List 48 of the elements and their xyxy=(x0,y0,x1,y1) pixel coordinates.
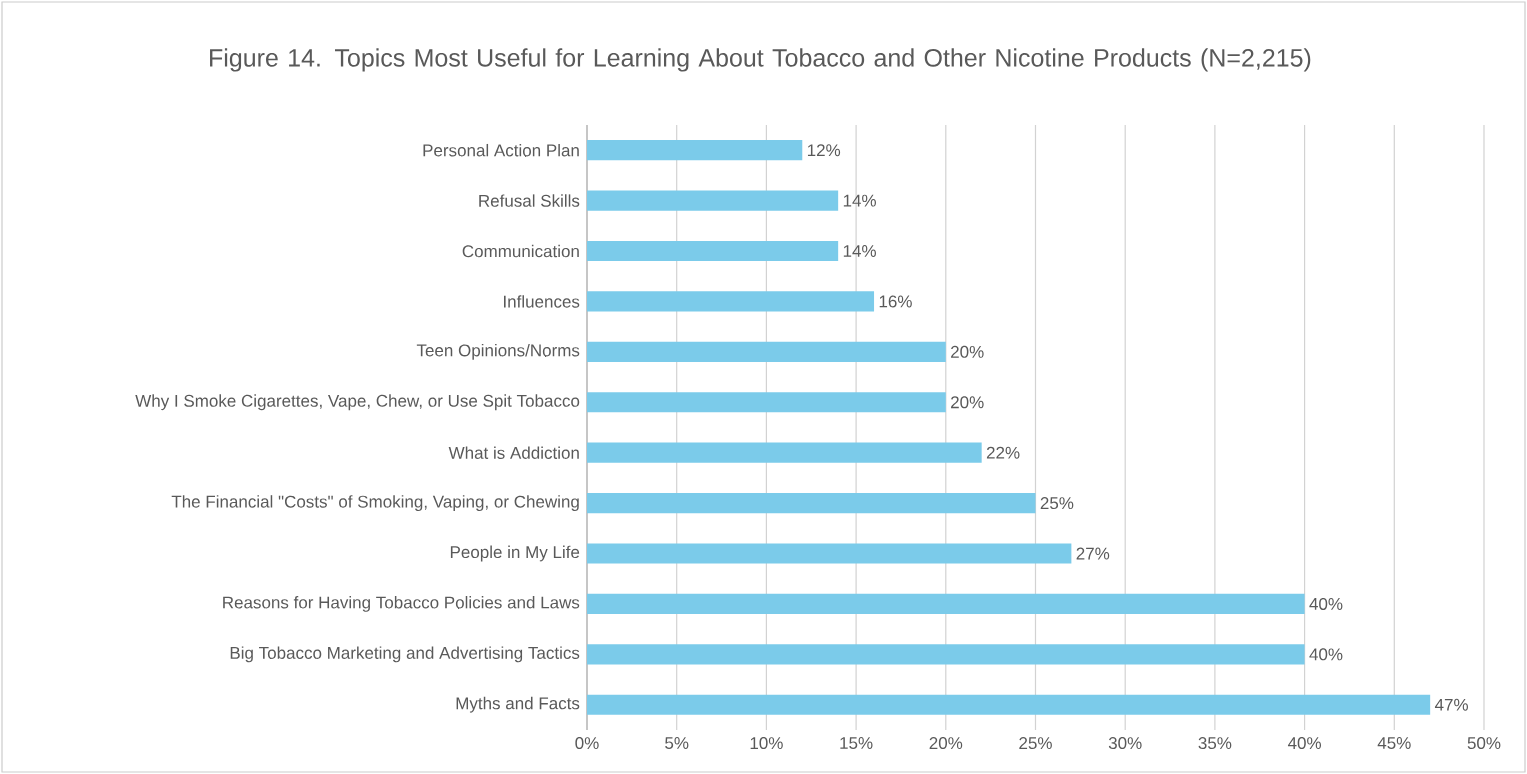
x-tick-label: 45% xyxy=(1377,737,1411,749)
data-label: 40% xyxy=(1309,597,1343,610)
y-tick-label: Refusal Skills xyxy=(479,194,580,207)
x-tick-label: 5% xyxy=(665,737,689,749)
x-tick-label: 10% xyxy=(750,737,783,750)
data-label: 25% xyxy=(1040,497,1074,510)
bar xyxy=(587,240,839,262)
bar xyxy=(587,140,803,161)
data-label: 14% xyxy=(843,194,876,207)
y-tick-label: What is Addiction xyxy=(448,446,579,459)
y-tick-label: Why I Smoke Cigarettes, Vape, Chew, or Use Spit Tobacco xyxy=(135,394,580,411)
data-label: 20% xyxy=(951,396,984,409)
data-label: 14% xyxy=(843,245,876,257)
data-label: 20% xyxy=(951,345,984,358)
x-tick-label: 35% xyxy=(1198,737,1232,750)
bar xyxy=(587,392,946,413)
y-tick-label: Myths and Facts xyxy=(456,696,580,713)
bar xyxy=(587,442,982,463)
bar xyxy=(587,493,1036,514)
bar xyxy=(587,593,1305,615)
x-tick-label: 40% xyxy=(1287,737,1322,750)
bar xyxy=(587,190,839,211)
bar xyxy=(587,341,946,362)
bar xyxy=(587,291,875,312)
x-tick-label: 50% xyxy=(1467,737,1501,750)
y-tick-label: Big Tobacco Marketing and Advertising Tactics xyxy=(230,646,580,663)
x-tick-label: 30% xyxy=(1108,737,1142,750)
data-label: 47% xyxy=(1434,698,1468,711)
chart-title: Figure 14. Topics Most Useful for Learning About Tobacco and Other Nicotine Products (N=2,215) xyxy=(210,48,1311,72)
y-tick-label: Influences xyxy=(504,295,580,308)
x-tick-label: 0% xyxy=(575,737,599,750)
y-tick-label: Communication xyxy=(462,244,579,258)
bar xyxy=(587,644,1305,665)
y-tick-label: Personal Action Plan xyxy=(423,143,579,157)
x-tick-label: 25% xyxy=(1019,737,1052,750)
data-label: 22% xyxy=(986,446,1020,459)
x-tick-label: 20% xyxy=(929,737,963,750)
data-label: 40% xyxy=(1309,648,1343,661)
bar xyxy=(587,694,1431,715)
y-tick-label: People in My Life xyxy=(450,545,580,562)
data-label: 27% xyxy=(1076,547,1110,560)
y-tick-label: Reasons for Having Tobacco Policies and Laws xyxy=(223,596,580,612)
bar xyxy=(587,543,1072,564)
y-tick-label: Teen Opinions/Norms xyxy=(416,343,580,360)
data-label: 12% xyxy=(807,144,841,157)
data-label: 16% xyxy=(879,295,912,308)
x-tick-label: 15% xyxy=(840,737,873,749)
y-tick-label: The Financial "Costs" of Smoking, Vaping, or Chewing xyxy=(171,495,579,512)
